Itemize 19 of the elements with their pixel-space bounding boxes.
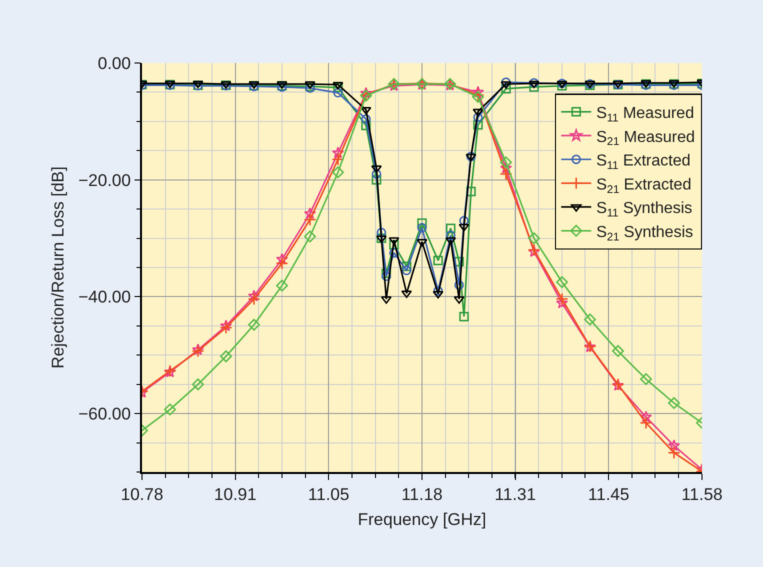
- legend-label: S$_{21}$ Extracted: [596, 176, 692, 196]
- y-axis-title: Rejection/Return Loss [dB]: [48, 166, 68, 369]
- x-tick-label: 11.45: [588, 485, 630, 504]
- x-tick-label: 11.18: [401, 485, 443, 504]
- x-axis-title: Frequency [GHz]: [358, 510, 486, 530]
- y-tick-label: −20.00: [78, 170, 131, 190]
- legend-label: S$_{21}$ Measured: [596, 128, 695, 148]
- y-tick-label: 0.00: [98, 54, 131, 73]
- x-tick-label: 10.91: [214, 485, 257, 504]
- legend-label: S$_{11}$ Synthesis: [596, 200, 692, 220]
- x-tick-label: 11.58: [681, 485, 723, 504]
- x-tick-label: 11.31: [494, 485, 536, 504]
- y-tick-label: −40.00: [78, 288, 131, 307]
- legend-label: S$_{11}$ Measured: [596, 105, 694, 124]
- legend-label: S$_{11}$ Extracted: [596, 152, 691, 172]
- x-tick-label: 10.78: [120, 485, 164, 504]
- x-tick-label: 11.05: [308, 485, 350, 504]
- legend-label: S$_{21}$ Synthesis: [596, 224, 694, 244]
- y-tick-label: −60.00: [78, 404, 131, 424]
